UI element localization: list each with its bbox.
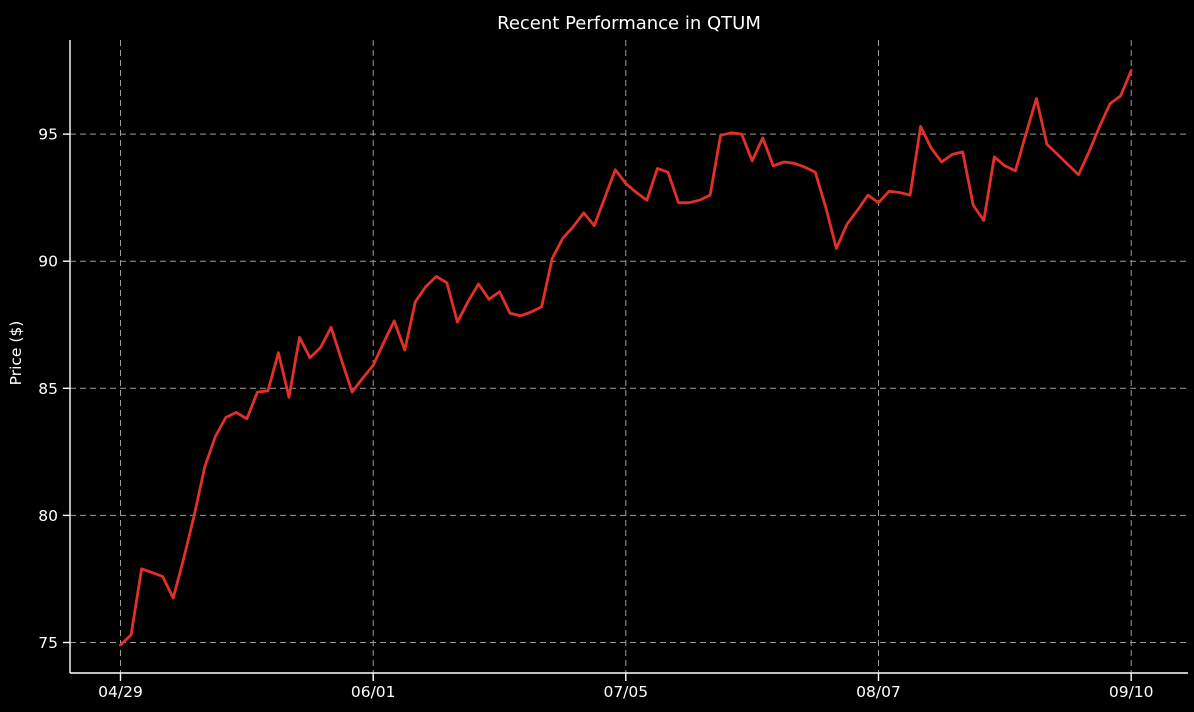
x-tick-label: 07/05 [603,683,648,701]
x-tick-label: 04/29 [98,683,143,701]
chart-title: Recent Performance in QTUM [497,13,761,34]
y-tick-label: 95 [38,126,58,144]
plot-area: 75 80 85 90 95 04/29 06/01 07/05 08/07 09/10 [38,40,1188,701]
y-tick-label: 85 [38,380,58,398]
y-axis-label: Price ($) [7,321,25,386]
x-tick-label: 09/10 [1109,683,1154,701]
x-tick-label: 08/07 [856,683,901,701]
y-tick-label: 90 [38,253,58,271]
x-tick-label: 06/01 [351,683,396,701]
price-line [119,69,1133,647]
y-tick-label: 75 [38,634,58,652]
y-tick-label: 80 [38,507,58,525]
